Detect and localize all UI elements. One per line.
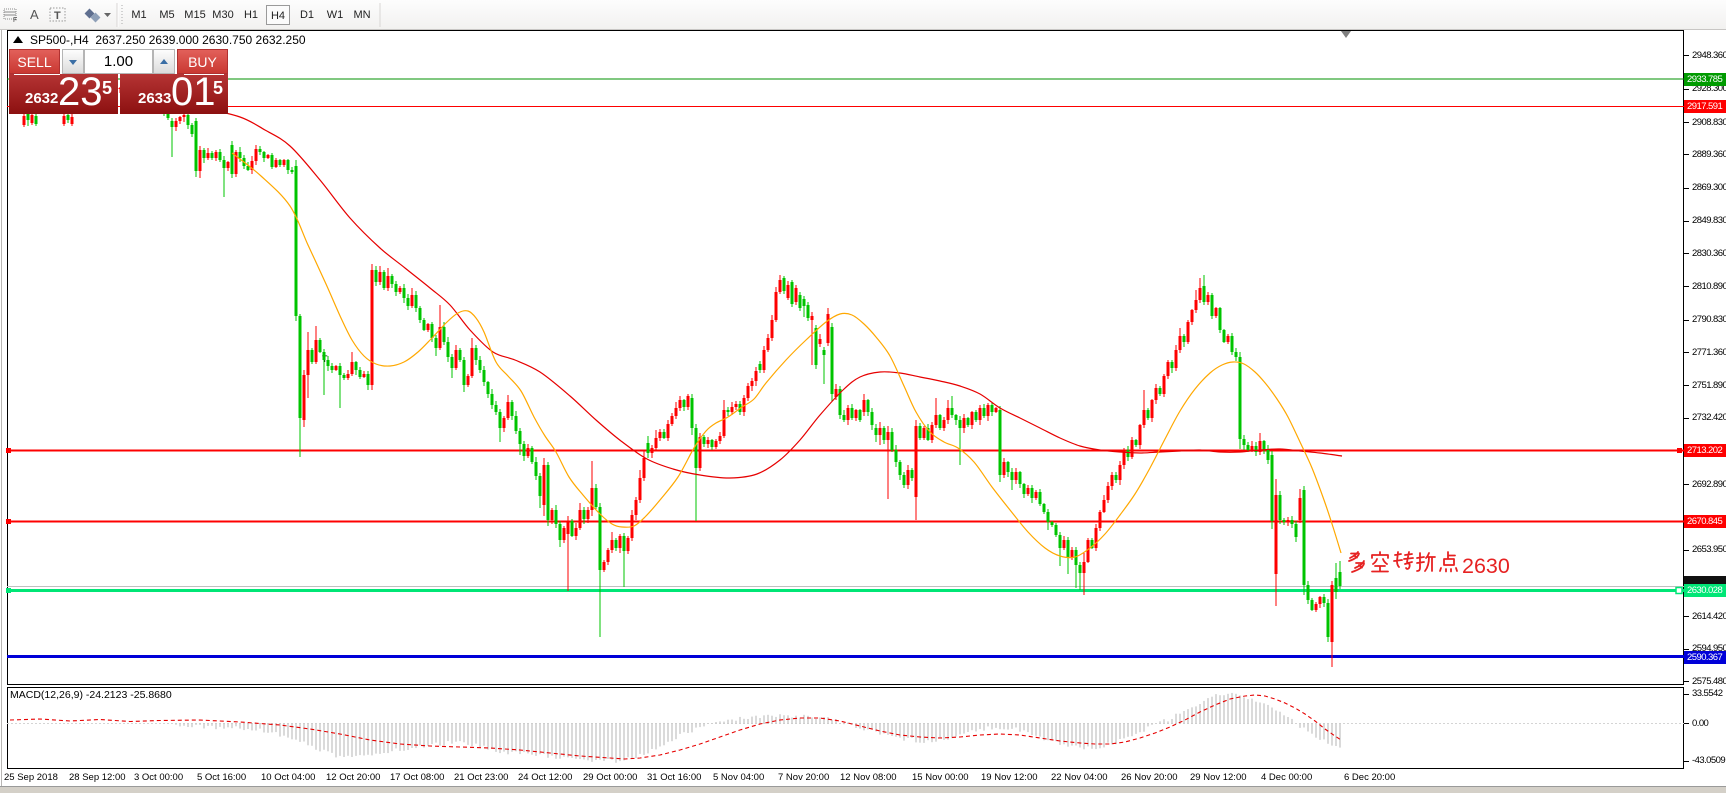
svg-text:F: F — [13, 17, 17, 24]
svg-text:2630: 2630 — [1462, 554, 1510, 578]
svg-text:T: T — [54, 10, 61, 22]
svg-text:A: A — [30, 7, 39, 22]
